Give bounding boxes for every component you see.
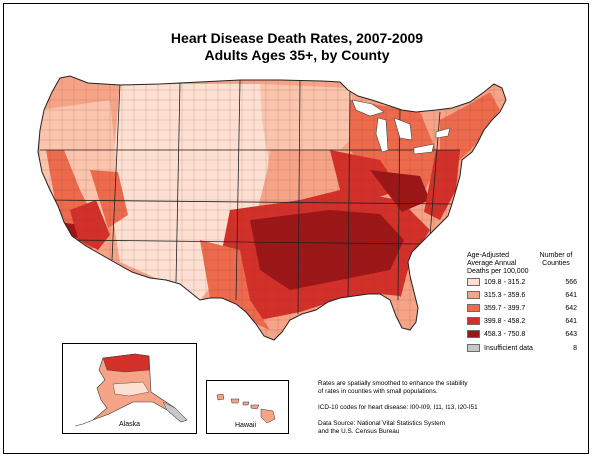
legend-item: 315.3 - 359.6 641 <box>467 291 577 300</box>
legend-swatch <box>467 304 480 312</box>
alaska-label: Alaska <box>119 421 141 428</box>
note-line: of rates in counties with small populati… <box>318 388 438 395</box>
map-subtitle: Adults Ages 35+, by County <box>204 47 390 63</box>
legend-swatch <box>467 317 480 325</box>
legend-county-count: 566 <box>565 279 577 286</box>
note-line: Rates are spatially smoothed to enhance … <box>318 380 468 387</box>
hawaii-map <box>216 393 276 424</box>
legend-count-title: Number of Counties <box>535 252 577 268</box>
legend-range-label: 458.3 - 750.8 <box>484 331 526 338</box>
legend-item: 399.8 - 458.2 641 <box>467 317 577 326</box>
legend-range-label: 399.8 - 458.2 <box>484 318 526 325</box>
legend-count-title-line: Counties <box>542 260 570 267</box>
legend-range-label: 109.8 - 315.2 <box>484 279 526 286</box>
legend-item: Insufficient data 8 <box>467 344 577 353</box>
legend-range-label: 359.7 - 399.7 <box>484 305 526 312</box>
icd-codes-note: ICD-10 codes for heart disease: I00-I09,… <box>318 404 478 411</box>
legend-swatch <box>467 344 480 352</box>
alaska-inset: Alaska <box>62 343 197 434</box>
data-source-note: Data Source: National Vital Statistics S… <box>318 420 445 436</box>
legend-title-line: Average Annual <box>467 260 517 267</box>
legend-item: 458.3 - 750.8 643 <box>467 330 577 339</box>
legend-count-title-line: Number of <box>539 252 573 259</box>
legend-county-count: 641 <box>565 292 577 299</box>
note-line: Data Source: National Vital Statistics S… <box>318 420 446 427</box>
legend-county-count: 641 <box>565 318 577 325</box>
legend-item: 359.7 - 399.7 642 <box>467 304 577 313</box>
alaska-map <box>74 353 188 427</box>
smoothing-note: Rates are spatially smoothed to enhance … <box>318 380 468 396</box>
legend-county-count: 642 <box>565 305 577 312</box>
legend-swatch <box>467 330 480 338</box>
map-title: Heart Disease Death Rates, 2007-2009 <box>170 30 424 46</box>
hawaii-label: Hawaii <box>235 422 257 429</box>
legend-county-count: 643 <box>565 331 577 338</box>
note-line: and the U.S. Census Bureau <box>318 428 400 435</box>
hawaii-inset: Hawaii <box>206 380 289 434</box>
legend-swatch <box>467 291 480 299</box>
great-lakes <box>351 99 451 155</box>
legend-title-line: Deaths per 100,000 <box>467 268 529 275</box>
legend-title-line: Age-Adjusted <box>467 252 510 259</box>
legend-range-label: Insufficient data <box>484 345 533 352</box>
legend-county-count: 8 <box>573 345 577 352</box>
county-fill-layer <box>38 76 506 340</box>
legend-item: 109.8 - 315.2 566 <box>467 278 577 287</box>
map-frame <box>3 3 589 454</box>
legend-swatch <box>467 278 480 286</box>
legend-title: Age-Adjusted Average Annual Deaths per 1… <box>467 252 529 276</box>
legend-range-label: 315.3 - 359.6 <box>484 292 526 299</box>
state-boundaries <box>40 79 460 315</box>
